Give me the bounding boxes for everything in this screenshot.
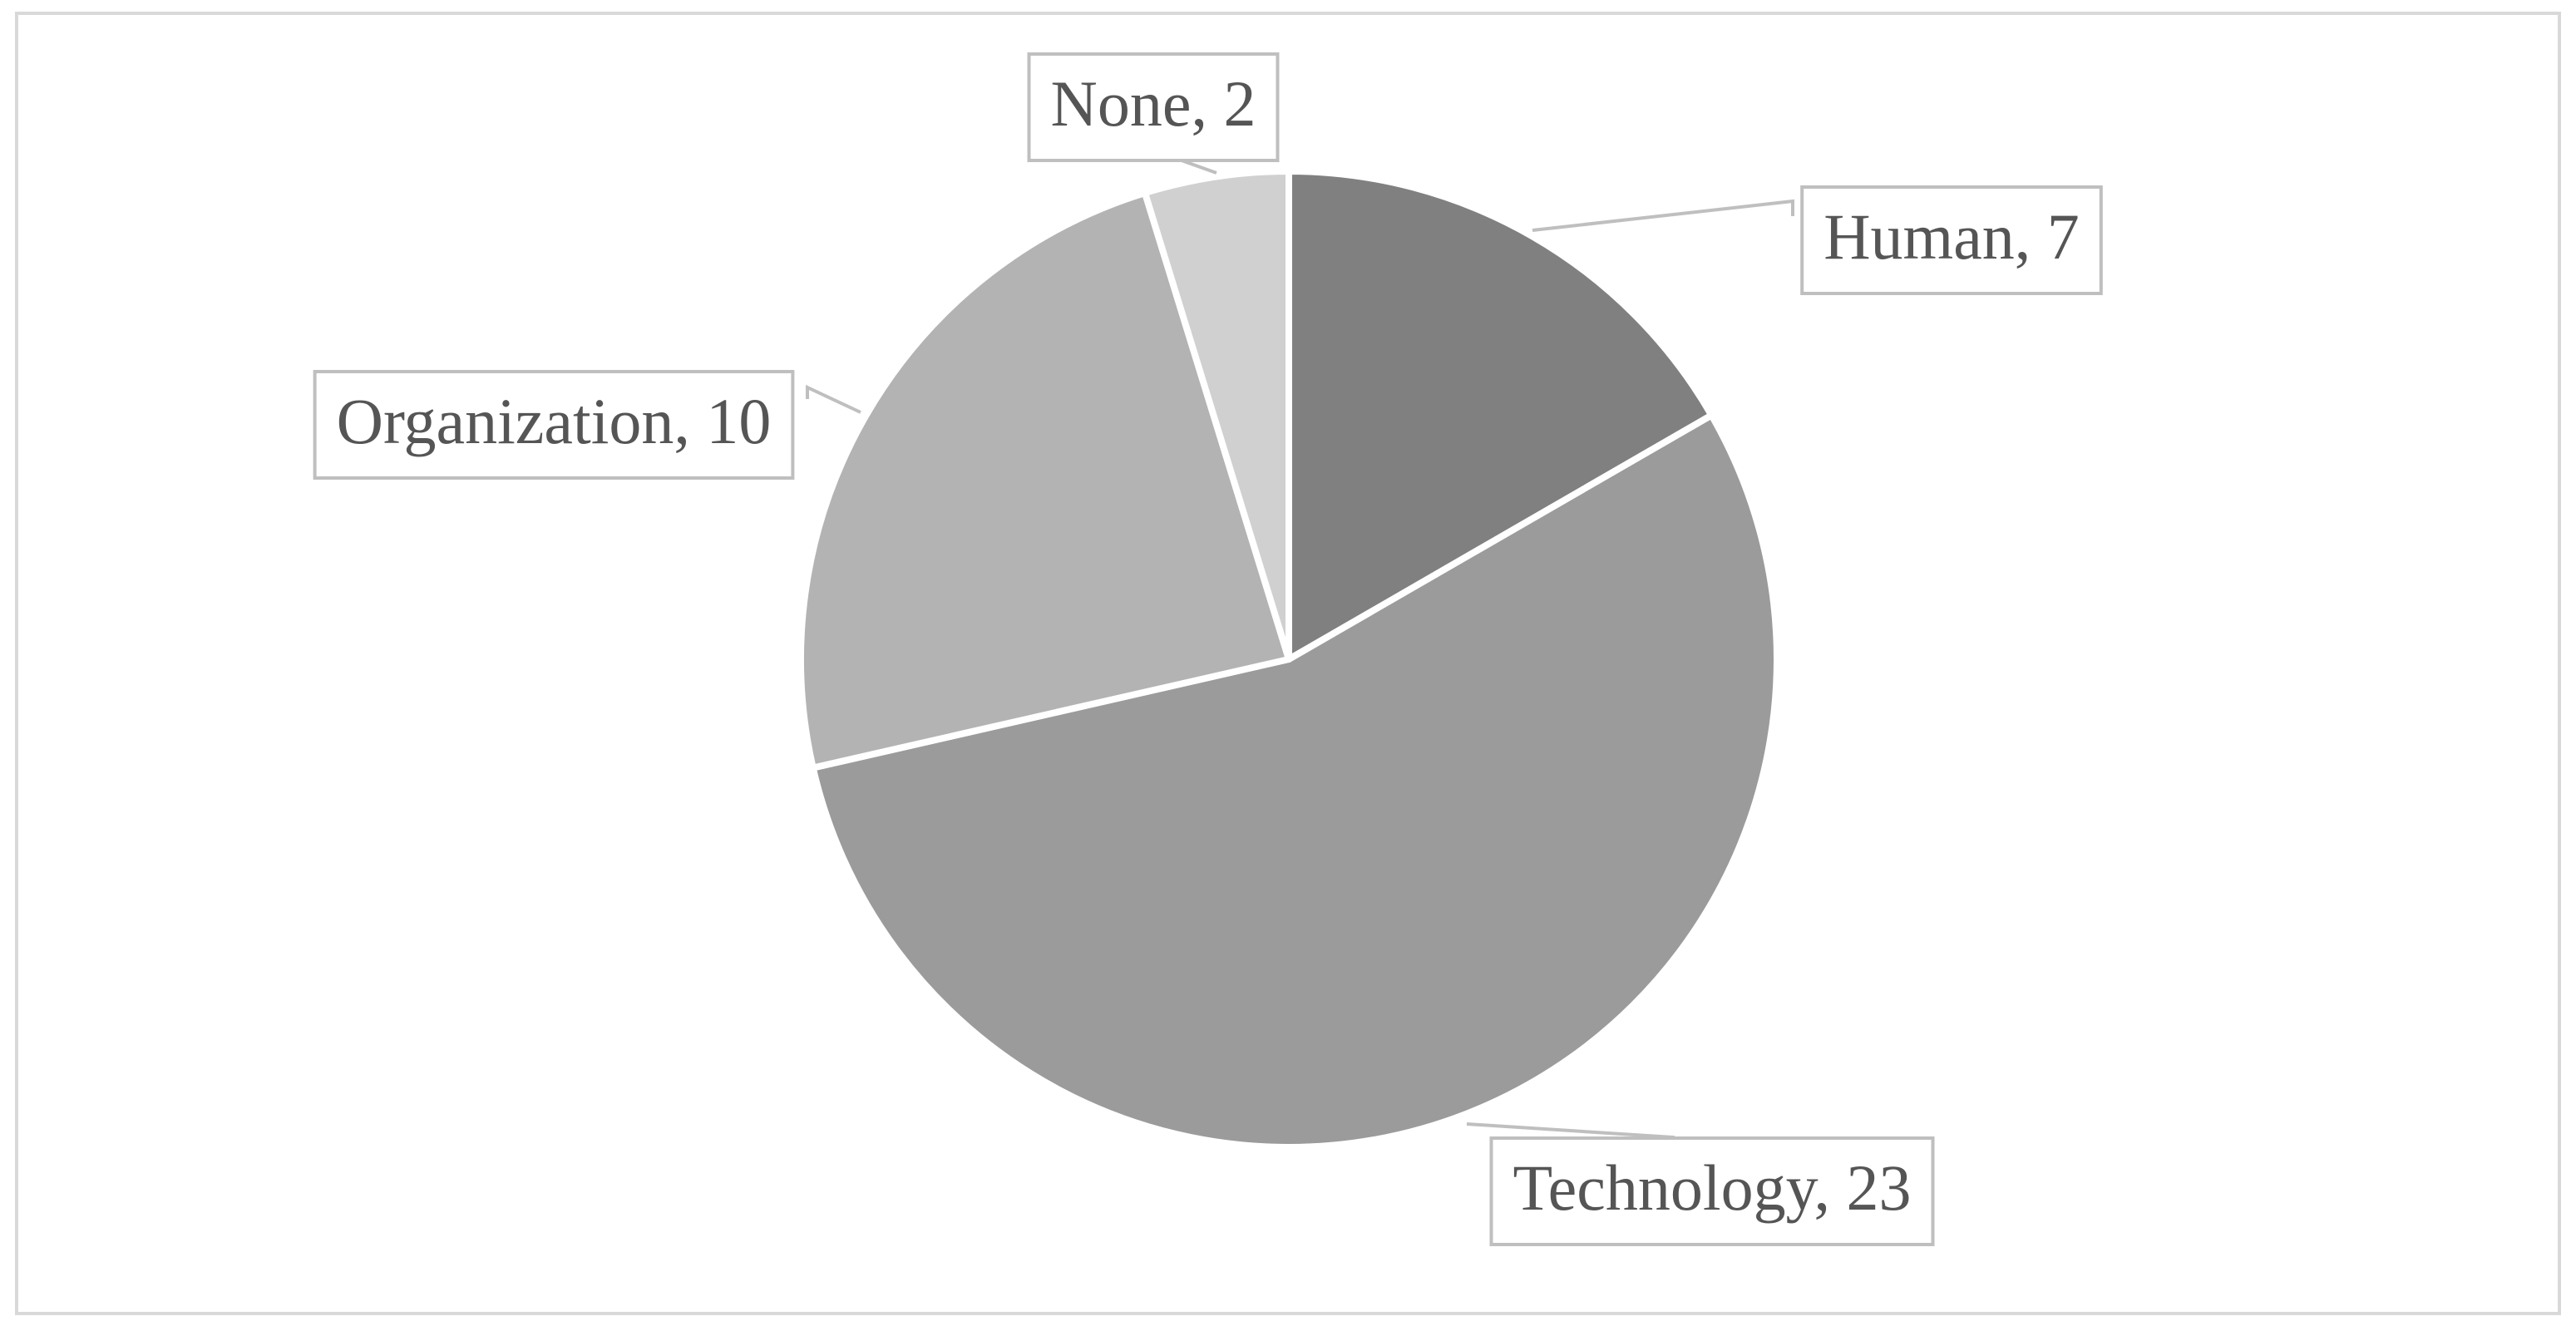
pie-slice <box>1141 168 1292 663</box>
leader-line <box>806 384 861 414</box>
data-label-box <box>1027 52 1280 162</box>
pie-slice <box>797 190 1292 771</box>
data-label: Organization, 10 <box>337 385 772 457</box>
labels: Human, 7 Technology, 23 Organization, 10 No… <box>313 52 2103 1246</box>
slices <box>797 168 1780 1151</box>
data-label-box <box>1489 1136 1935 1246</box>
pie-slice <box>809 412 1780 1151</box>
data-label: Technology, 23 <box>1513 1151 1911 1224</box>
data-label-box <box>313 370 795 480</box>
data-label-box <box>1800 185 2103 295</box>
leader-line <box>1532 199 1794 232</box>
data-label: Human, 7 <box>1823 200 2080 273</box>
data-label: None, 2 <box>1051 67 1256 140</box>
pie-slice <box>1286 168 1715 663</box>
